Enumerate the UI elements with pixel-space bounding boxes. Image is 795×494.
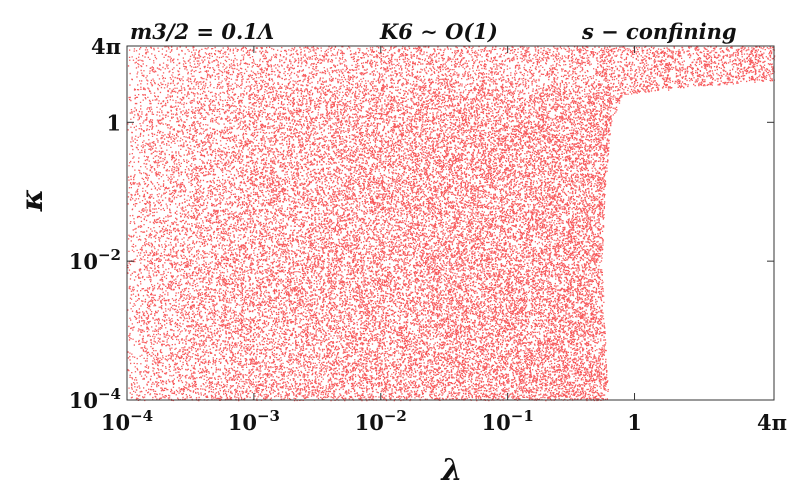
- scatter-point-cloud: [127, 46, 776, 402]
- annotation-s-confining: s − confining: [581, 19, 737, 44]
- y-tick-label: 10−2: [69, 246, 121, 274]
- x-tick-label: 10−1: [482, 407, 534, 435]
- x-axis-title: λ: [439, 453, 462, 488]
- annotation-gravitino-mass: m3/2 = 0.1Λ: [130, 19, 274, 44]
- x-tick-label: 10−2: [355, 407, 407, 435]
- x-tick-label: 4π: [757, 410, 787, 435]
- y-tick-label: 1: [106, 110, 121, 135]
- annotation-k6: K6 ∼ O(1): [379, 19, 498, 44]
- scatter-points: [127, 46, 776, 402]
- x-tick-label: 10−4: [101, 407, 153, 435]
- y-tick-label: 4π: [91, 34, 121, 59]
- y-axis-title: κ: [15, 189, 50, 213]
- x-tick-label: 10−3: [228, 407, 280, 435]
- axis-ticks: 10−4 10−3 10−2 10−1 1 4π 10−4 10−2 1 4π: [69, 34, 787, 435]
- x-tick-label: 1: [627, 410, 642, 435]
- y-tick-label: 10−4: [69, 385, 121, 413]
- plot-frame: [126, 45, 775, 401]
